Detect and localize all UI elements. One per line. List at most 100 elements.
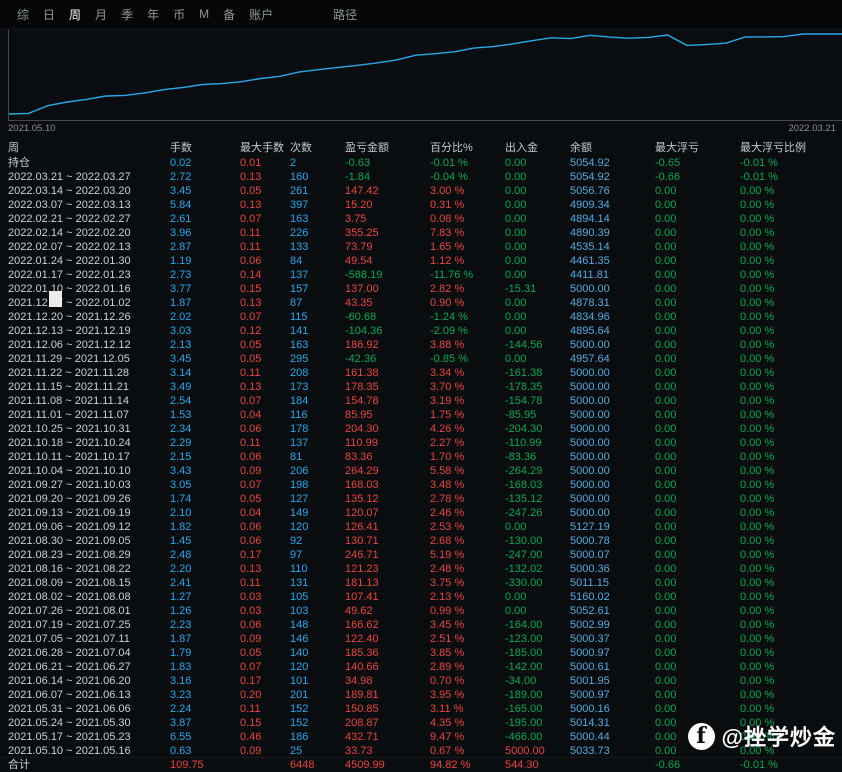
tab-currency[interactable]: 币	[173, 7, 186, 22]
table-row[interactable]: 2021.08.02 ~ 2021.08.08 1.27 0.03 105 107.41…	[0, 590, 842, 604]
table-row[interactable]: 2022.02.21 ~ 2022.02.27 2.61 0.07 163 3.75 0.…	[0, 212, 842, 226]
cell-max-drawdown-pct: 0.00 %	[740, 493, 775, 505]
col-header-count[interactable]: 次数	[290, 142, 312, 154]
table-row[interactable]: 2021.06.21 ~ 2021.06.27 1.83 0.07 120 140.66…	[0, 660, 842, 674]
cell-period: 2021.11.08 ~ 2021.11.14	[8, 395, 130, 407]
col-header-max-drawdown-pct[interactable]: 最大浮亏比例	[740, 142, 806, 154]
cell-deposit-withdraw: -123.00	[505, 633, 543, 645]
cell-balance: 5000.37	[570, 633, 610, 645]
cell-lots: 3.23	[170, 689, 192, 701]
cell-deposit-withdraw: -189.00	[505, 689, 543, 701]
tab-account[interactable]: 账户	[249, 7, 274, 22]
cell-lots: 2.48	[170, 549, 192, 561]
table-row[interactable]: 2021.10.04 ~ 2021.10.10 3.43 0.09 206 264.29…	[0, 464, 842, 478]
watermark: f @挫学炒金	[687, 720, 836, 752]
table-row[interactable]: 2021.06.14 ~ 2021.06.20 3.16 0.17 101 34.98 0…	[0, 674, 842, 688]
table-row[interactable]: 2021.07.05 ~ 2021.07.11 1.87 0.09 146 122.40…	[0, 632, 842, 646]
table-row[interactable]: 2021.09.27 ~ 2021.10.03 3.05 0.07 198 168.03…	[0, 478, 842, 492]
table-row[interactable]: 2021.08.09 ~ 2021.08.15 2.41 0.11 131 181.13…	[0, 576, 842, 590]
cell-pnl: 107.41	[345, 591, 379, 603]
tab-quarter[interactable]: 季	[121, 7, 134, 22]
table-row[interactable]: 2021.12.20 ~ 2021.12.26 2.02 0.07 115 -60.68…	[0, 310, 842, 324]
table-row[interactable]: 2021.06.28 ~ 2021.07.04 1.79 0.05 140 185.36…	[0, 646, 842, 660]
tab-year[interactable]: 年	[147, 7, 160, 22]
cell-max-lots: 0.12	[240, 325, 262, 337]
cell-deposit-withdraw: -466.00	[505, 731, 543, 743]
table-row[interactable]: 2021.07.26 ~ 2021.08.01 1.26 0.03 103 49.62 0…	[0, 604, 842, 618]
cell-deposit-withdraw: 5000.00	[505, 745, 545, 757]
cell-deposit-withdraw: -83.36	[505, 451, 537, 463]
cell-max-drawdown-pct: 0.00 %	[740, 745, 775, 757]
cell-pnl: 130.71	[345, 535, 379, 547]
table-row[interactable]: 2021.10.11 ~ 2021.10.17 2.15 0.06 81 83.36 1.…	[0, 450, 842, 464]
tab-summary[interactable]: 综	[17, 7, 30, 22]
tab-day[interactable]: 日	[43, 7, 56, 22]
cell-balance: 5000.00	[570, 465, 610, 477]
table-row[interactable]: 2021.05.31 ~ 2021.06.06 2.24 0.11 152 150.85…	[0, 702, 842, 716]
cell-pnl: -0.63	[345, 157, 371, 169]
cell-lots: 2.10	[170, 507, 192, 519]
table-row[interactable]: 2022.01.17 ~ 2022.01.23 2.73 0.14 137 -588.1…	[0, 268, 842, 282]
table-row[interactable]: 2021.08.16 ~ 2021.08.22 2.20 0.13 110 121.23…	[0, 562, 842, 576]
cell-max-drawdown-pct: 0.00 %	[740, 227, 775, 239]
tab-m[interactable]: M	[199, 7, 210, 21]
cell-max-lots: 0.13	[240, 199, 262, 211]
cell-pnl-pct: -2.09 %	[430, 325, 468, 337]
tab-month[interactable]: 月	[95, 7, 108, 22]
cell-max-drawdown: 0.00	[655, 367, 677, 379]
table-row[interactable]: 2021.11.22 ~ 2021.11.28 3.14 0.11 208 161.38…	[0, 366, 842, 380]
table-row[interactable]: 2022.01.24 ~ 2022.01.30 1.19 0.06 84 49.54 1.…	[0, 254, 842, 268]
cell-pnl: 186.92	[345, 339, 379, 351]
table-row[interactable]: 2021.08.23 ~ 2021.08.29 2.48 0.17 97 246.71 5…	[0, 548, 842, 562]
table-row[interactable]: 2021.11.01 ~ 2021.11.07 1.53 0.04 116 85.95 1…	[0, 408, 842, 422]
cell-balance: 5056.76	[570, 185, 610, 197]
table-row[interactable]: 2021.05.24 ~ 2021.05.30 3.87 0.15 152 208.87…	[0, 716, 842, 730]
tab-backup[interactable]: 备	[223, 7, 236, 22]
table-row[interactable]: 持仓 0.02 0.01 2 -0.63 -0.01 % 0.00 5054.92 -0.65 -…	[0, 156, 842, 170]
cell-max-drawdown-pct: 0.00 %	[740, 717, 775, 729]
col-header-max-lots[interactable]: 最大手数	[240, 142, 284, 154]
col-header-pnl[interactable]: 盈亏金额	[345, 142, 389, 154]
cell-count: 131	[290, 577, 309, 589]
tab-week[interactable]: 周	[69, 7, 82, 22]
table-row[interactable]: 2021.10.25 ~ 2021.10.31 2.34 0.06 178 204.30…	[0, 422, 842, 436]
col-header-lots[interactable]: 手数	[170, 142, 192, 154]
table-row[interactable]: 2021.09.20 ~ 2021.09.26 1.74 0.05 127 135.12…	[0, 492, 842, 506]
cell-deposit-withdraw: -15.31	[505, 283, 537, 295]
table-row[interactable]: 2021.07.19 ~ 2021.07.25 2.23 0.06 148 166.62…	[0, 618, 842, 632]
col-header-pnl-pct[interactable]: 百分比%	[430, 142, 473, 154]
table-row[interactable]: 2021.11.15 ~ 2021.11.21 3.49 0.13 173 178.35…	[0, 380, 842, 394]
cell-max-drawdown-pct: 0.00 %	[740, 353, 775, 365]
col-header-max-drawdown[interactable]: 最大浮亏	[655, 142, 699, 154]
cell-balance: 4894.14	[570, 213, 610, 225]
cell-max-drawdown: 0.00	[655, 283, 677, 295]
table-row[interactable]: 2021.10.18 ~ 2021.10.24 2.29 0.11 137 110.99…	[0, 436, 842, 450]
table-row[interactable]: 2022.02.14 ~ 2022.02.20 3.96 0.11 226 355.25…	[0, 226, 842, 240]
cell-pnl: 33.73	[345, 745, 373, 757]
col-header-balance[interactable]: 余额	[570, 142, 592, 154]
table-row[interactable]: 2021.05.17 ~ 2021.05.23 6.55 0.46 186 432.71…	[0, 730, 842, 744]
table-row[interactable]: 2021.06.07 ~ 2021.06.13 3.23 0.20 201 189.81…	[0, 688, 842, 702]
table-row[interactable]: 2021.11.29 ~ 2021.12.05 3.45 0.05 295 -42.36…	[0, 352, 842, 366]
table-row[interactable]: 2021.08.30 ~ 2021.09.05 1.45 0.06 92 130.71 2…	[0, 534, 842, 548]
tab-path[interactable]: 路径	[333, 7, 358, 22]
table-row[interactable]: 2022.02.07 ~ 2022.02.13 2.87 0.11 133 73.79 1…	[0, 240, 842, 254]
table-row[interactable]: 2021.11.08 ~ 2021.11.14 2.54 0.07 184 154.78…	[0, 394, 842, 408]
table-row[interactable]: 2022.03.07 ~ 2022.03.13 5.84 0.13 397 15.20 0…	[0, 198, 842, 212]
table-row[interactable]: 2022.03.14 ~ 2022.03.20 3.45 0.05 261 147.42…	[0, 184, 842, 198]
table-row[interactable]: 2021.12.06 ~ 2021.12.12 2.13 0.05 163 186.92…	[0, 338, 842, 352]
table-row[interactable]: 2021.05.10 ~ 2021.05.16 0.63 0.09 25 33.73 0.…	[0, 744, 842, 758]
col-header-period[interactable]: 周	[8, 142, 19, 154]
cell-max-drawdown-pct: 0.00 %	[740, 521, 775, 533]
col-header-deposit-withdraw[interactable]: 出入金	[505, 142, 538, 154]
cell-max-lots: 0.46	[240, 731, 262, 743]
table-row[interactable]: 2021.12.13 ~ 2021.12.19 3.03 0.12 141 -104.3…	[0, 324, 842, 338]
cell-pnl-pct: -11.76 %	[430, 269, 474, 281]
cell-balance: 5000.00	[570, 381, 610, 393]
table-row[interactable]: 2022.03.21 ~ 2022.03.27 2.72 0.13 160 -1.84 -…	[0, 170, 842, 184]
cell-pnl-pct: 2.13 %	[430, 591, 465, 603]
table-row[interactable]: 2021.09.06 ~ 2021.09.12 1.82 0.06 120 126.41…	[0, 520, 842, 534]
table-row[interactable]: 2021.12.27 ~ 2022.01.02 1.87 0.13 87 43.35 0.…	[0, 296, 842, 310]
table-row[interactable]: 2021.09.13 ~ 2021.09.19 2.10 0.04 149 120.07…	[0, 506, 842, 520]
table-row[interactable]: 2022.01.10 ~ 2022.01.16 3.77 0.15 157 137.00…	[0, 282, 842, 296]
